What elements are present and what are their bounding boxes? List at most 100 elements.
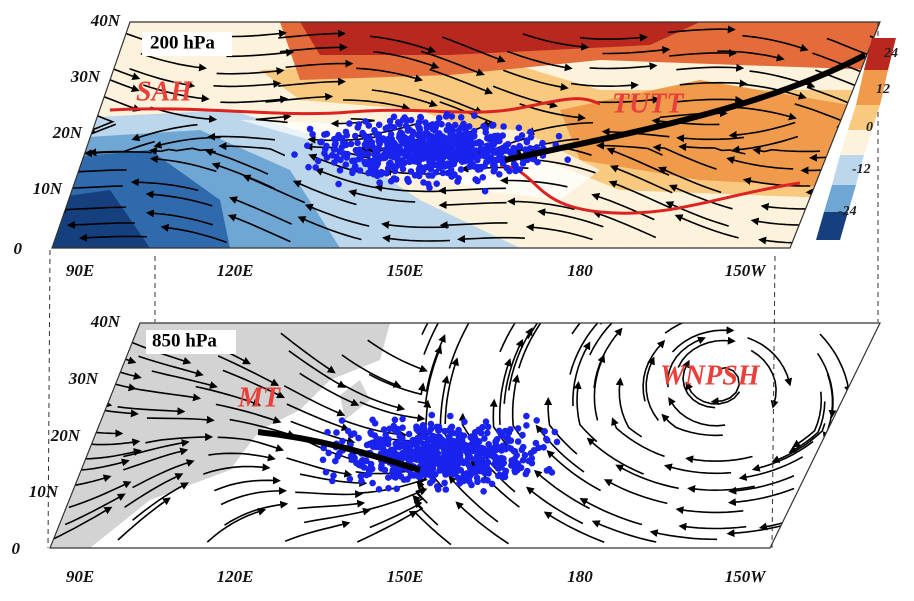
streamline	[217, 355, 280, 386]
streamline	[615, 464, 679, 490]
streamline	[74, 333, 137, 365]
genesis-dot	[336, 449, 343, 457]
genesis-dot	[346, 475, 354, 483]
colorbar-label: -12	[852, 162, 871, 177]
streamline	[543, 511, 605, 543]
genesis-dot	[415, 473, 423, 481]
streamline	[242, 174, 306, 204]
level-label: 850 hPa	[152, 330, 217, 351]
streamline	[658, 166, 722, 194]
genesis-dot	[433, 180, 441, 187]
lat-label: 10N	[33, 179, 63, 198]
genesis-dot	[532, 439, 540, 447]
genesis-dot	[551, 428, 559, 436]
streamline	[64, 493, 126, 526]
genesis-dot	[399, 415, 406, 423]
genesis-dot	[498, 463, 505, 471]
streamline	[342, 99, 411, 111]
genesis-dot	[384, 440, 392, 448]
genesis-dot	[491, 166, 499, 173]
genesis-dot	[442, 442, 449, 449]
genesis-dot	[456, 145, 464, 153]
genesis-dot	[392, 163, 400, 170]
streamline	[666, 336, 706, 388]
genesis-dot	[371, 127, 378, 134]
streamline	[809, 538, 870, 548]
streamline	[819, 333, 852, 395]
genesis-dot	[501, 473, 509, 481]
genesis-dot	[423, 147, 431, 155]
genesis-dot	[358, 477, 365, 485]
streamline	[571, 323, 618, 335]
streamline	[507, 327, 533, 391]
streamline	[752, 146, 821, 155]
streamline	[419, 88, 484, 114]
streamline	[571, 81, 639, 90]
streamline	[124, 473, 184, 508]
genesis-dot	[449, 464, 456, 472]
genesis-dot	[394, 439, 401, 447]
genesis-dot	[363, 457, 370, 465]
streamline	[661, 413, 723, 437]
streamline	[146, 415, 215, 424]
genesis-dot	[515, 124, 523, 132]
genesis-dot	[426, 184, 433, 191]
genesis-dot	[381, 466, 389, 474]
genesis-dot	[429, 150, 437, 158]
streamline	[423, 323, 455, 355]
colorbar-label: 0	[866, 120, 873, 135]
streamline	[728, 474, 795, 495]
streamline	[877, 338, 880, 399]
genesis-dot	[480, 476, 488, 484]
genesis-dot	[368, 141, 375, 148]
genesis-dot	[507, 426, 514, 433]
streamline	[226, 48, 295, 58]
streamline	[66, 220, 135, 229]
streamline	[382, 234, 450, 243]
lon-label: 150W	[725, 261, 768, 280]
genesis-dot	[519, 443, 527, 451]
streamline	[747, 336, 793, 387]
streamline	[742, 177, 811, 187]
genesis-dot	[309, 131, 316, 138]
streamline	[299, 372, 360, 406]
genesis-dot	[375, 486, 383, 493]
lat-label: 40N	[90, 11, 121, 30]
genesis-dot	[510, 447, 518, 455]
genesis-dot	[425, 428, 433, 436]
genesis-dot	[407, 116, 415, 124]
streamline	[207, 132, 275, 141]
genesis-dot	[399, 116, 407, 123]
streamline	[602, 46, 671, 55]
genesis-dot	[533, 417, 540, 424]
genesis-dot	[393, 485, 401, 493]
genesis-dot	[514, 425, 522, 432]
genesis-dot	[467, 155, 475, 163]
streamline	[149, 155, 217, 173]
genesis-dot	[342, 161, 350, 168]
genesis-dot	[366, 470, 373, 478]
genesis-dot	[355, 121, 363, 128]
streamline	[278, 29, 346, 39]
genesis-dot	[360, 464, 368, 471]
lon-label: 90E	[66, 261, 94, 280]
genesis-dot	[553, 438, 561, 446]
genesis-dot	[390, 113, 398, 121]
genesis-dot	[473, 465, 481, 473]
genesis-dot	[415, 169, 423, 177]
genesis-dot	[375, 121, 383, 129]
lat-label: 30N	[68, 369, 99, 388]
streamline	[679, 79, 748, 88]
streamline	[255, 112, 292, 124]
streamline	[216, 67, 285, 76]
genesis-dot	[445, 147, 453, 154]
genesis-dot	[469, 437, 477, 444]
genesis-dot	[347, 140, 355, 148]
genesis-dot	[475, 138, 483, 146]
genesis-dot	[488, 137, 496, 145]
genesis-dot	[340, 150, 347, 157]
lon-label: 150W	[725, 567, 768, 586]
streamline	[685, 381, 741, 405]
lon-label: 90E	[66, 567, 94, 586]
streamline	[731, 135, 799, 154]
